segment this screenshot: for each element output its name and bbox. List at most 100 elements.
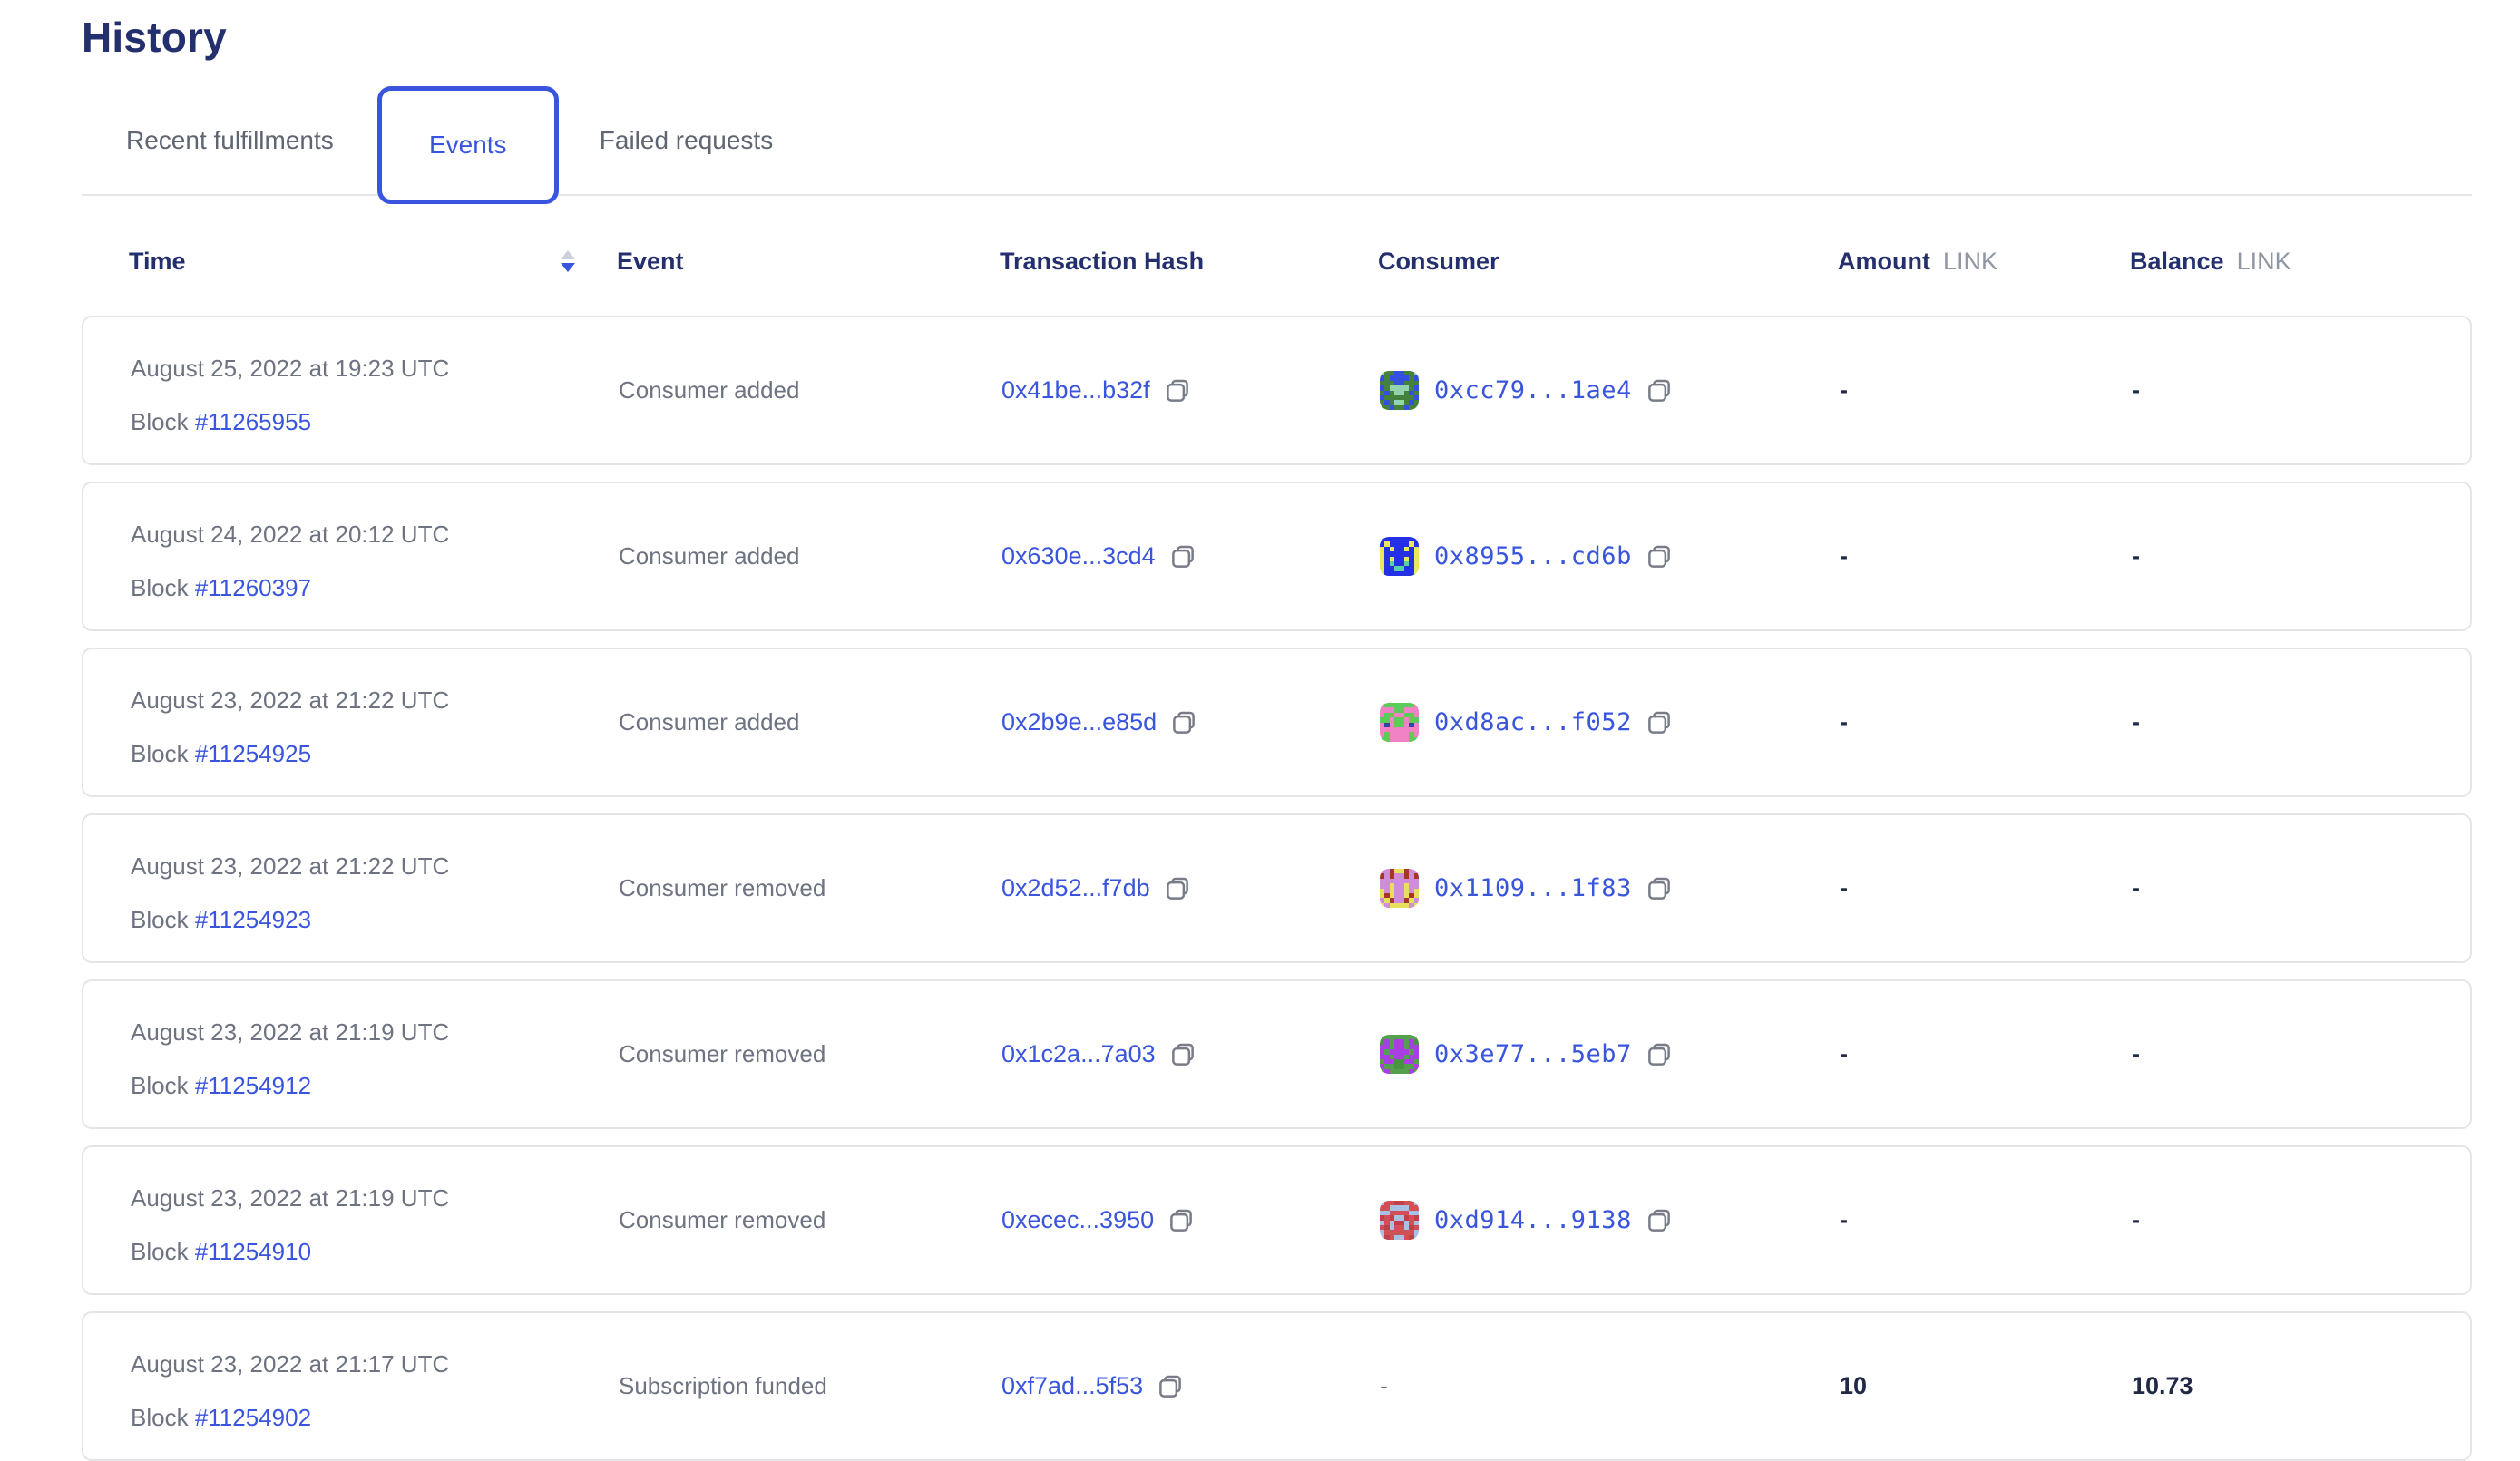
sort-descending-icon[interactable]: [561, 250, 575, 272]
copy-transaction-hash-button[interactable]: [1157, 1373, 1184, 1400]
copy-transaction-hash-button[interactable]: [1169, 1041, 1197, 1068]
consumer-cell: -: [1380, 1372, 1840, 1400]
block-label: Block: [131, 740, 189, 767]
transaction-hash-cell: 0x630e...3cd4: [1001, 542, 1380, 570]
event-timestamp: August 23, 2022 at 21:22 UTC: [131, 687, 450, 714]
transaction-hash-link[interactable]: 0x1c2a...7a03: [1001, 1040, 1156, 1067]
consumer-cell: 0xcc79...1ae4: [1380, 371, 1840, 410]
event-timestamp: August 23, 2022 at 21:19 UTC: [131, 1184, 450, 1212]
col-header-time-label: Time: [129, 247, 186, 275]
tab-failed-requests[interactable]: Failed requests: [599, 126, 774, 154]
block-label: Block: [131, 574, 189, 601]
tab-events-active-box[interactable]: Events: [376, 86, 559, 204]
table-row: August 23, 2022 at 21:19 UTC Block #1125…: [82, 979, 2472, 1129]
transaction-hash-cell: 0x2b9e...e85d: [1001, 708, 1380, 736]
transaction-hash-link[interactable]: 0xecec...3950: [1001, 1206, 1155, 1233]
time-cell: August 23, 2022 at 21:22 UTC Block #1125…: [131, 815, 619, 934]
table-row: August 25, 2022 at 19:23 UTC Block #1126…: [82, 316, 2472, 465]
block-label: Block: [131, 906, 189, 933]
block-line: Block #11254912: [131, 1072, 619, 1100]
copy-transaction-hash-button[interactable]: [1170, 709, 1197, 736]
copy-icon: [1647, 379, 1670, 402]
transaction-hash-link[interactable]: 0x41be...b32f: [1001, 376, 1150, 404]
transaction-hash-cell: 0x2d52...f7db: [1001, 874, 1380, 902]
consumer-identicon: [1380, 1201, 1419, 1240]
consumer-address-link[interactable]: -: [1380, 1372, 1389, 1399]
transaction-hash-cell: 0xecec...3950: [1001, 1206, 1380, 1234]
col-header-balance: Balance LINK: [2130, 248, 2472, 276]
consumer-address-link[interactable]: 0xcc79...1ae4: [1434, 376, 1632, 404]
transaction-hash-link[interactable]: 0xf7ad...5f53: [1001, 1372, 1144, 1399]
col-header-amount-unit: LINK: [1942, 247, 1998, 275]
table-row: August 23, 2022 at 21:22 UTC Block #1125…: [82, 813, 2472, 963]
balance-value: -: [2132, 708, 2140, 735]
balance-value: 10.73: [2132, 1372, 2193, 1399]
copy-transaction-hash-button[interactable]: [1164, 377, 1191, 404]
block-number-link[interactable]: #11254902: [194, 1404, 312, 1431]
event-type: Consumer removed: [619, 1206, 826, 1233]
tab-recent-fulfillments[interactable]: Recent fulfillments: [126, 126, 334, 154]
consumer-address-link[interactable]: 0x3e77...5eb7: [1434, 1040, 1632, 1068]
consumer-identicon: [1380, 869, 1419, 908]
transaction-hash-link[interactable]: 0x630e...3cd4: [1001, 542, 1156, 570]
copy-transaction-hash-button[interactable]: [1167, 1207, 1195, 1234]
copy-icon: [1171, 545, 1194, 568]
time-cell: August 23, 2022 at 21:22 UTC Block #1125…: [131, 649, 619, 768]
block-line: Block #11265955: [131, 408, 619, 436]
event-type: Consumer added: [619, 542, 800, 570]
consumer-identicon: [1380, 703, 1419, 742]
table-row: August 23, 2022 at 21:17 UTC Block #1125…: [82, 1311, 2472, 1461]
table-row: August 24, 2022 at 20:12 UTC Block #1126…: [82, 482, 2472, 631]
copy-icon: [1166, 379, 1188, 402]
copy-consumer-address-button[interactable]: [1646, 543, 1673, 570]
block-number-link[interactable]: #11254923: [194, 906, 312, 933]
col-header-balance-unit: LINK: [2236, 247, 2291, 275]
event-type: Consumer removed: [619, 874, 826, 901]
block-number-link[interactable]: #11254910: [194, 1238, 312, 1265]
block-number-link[interactable]: #11260397: [194, 574, 312, 601]
table-row: August 23, 2022 at 21:22 UTC Block #1125…: [82, 648, 2472, 797]
consumer-address-link[interactable]: 0xd914...9138: [1434, 1206, 1632, 1234]
copy-consumer-address-button[interactable]: [1646, 1207, 1673, 1234]
copy-consumer-address-button[interactable]: [1646, 377, 1673, 404]
consumer-cell: 0xd914...9138: [1380, 1201, 1840, 1240]
copy-icon: [1647, 711, 1670, 734]
copy-icon: [1166, 877, 1188, 900]
consumer-cell: 0x8955...cd6b: [1380, 537, 1840, 576]
col-header-time[interactable]: Time: [129, 248, 617, 276]
block-label: Block: [131, 1072, 189, 1099]
amount-value: 10: [1840, 1372, 1868, 1399]
time-cell: August 23, 2022 at 21:19 UTC Block #1125…: [131, 1147, 619, 1266]
copy-consumer-address-button[interactable]: [1646, 1041, 1673, 1068]
copy-transaction-hash-button[interactable]: [1164, 875, 1191, 902]
transaction-hash-link[interactable]: 0x2d52...f7db: [1001, 874, 1150, 901]
copy-icon: [1170, 1209, 1192, 1232]
copy-icon: [1647, 545, 1670, 568]
copy-consumer-address-button[interactable]: [1646, 709, 1673, 736]
block-line: Block #11254902: [131, 1404, 619, 1432]
balance-value: -: [2132, 542, 2140, 570]
block-line: Block #11254925: [131, 740, 619, 768]
consumer-address-link[interactable]: 0xd8ac...f052: [1434, 708, 1632, 736]
tab-events[interactable]: Events: [428, 131, 507, 159]
block-label: Block: [131, 1238, 189, 1265]
block-number-link[interactable]: #11254925: [194, 740, 312, 767]
copy-consumer-address-button[interactable]: [1646, 875, 1673, 902]
amount-value: -: [1840, 1206, 1848, 1233]
transaction-hash-link[interactable]: 0x2b9e...e85d: [1001, 708, 1157, 735]
page-title: History: [82, 14, 227, 61]
block-label: Block: [131, 408, 189, 435]
event-timestamp: August 24, 2022 at 20:12 UTC: [131, 521, 450, 548]
block-number-link[interactable]: #11254912: [194, 1072, 312, 1099]
col-header-event: Event: [617, 247, 684, 275]
consumer-address-link[interactable]: 0x1109...1f83: [1434, 874, 1632, 902]
sort-up-arrow-icon: [561, 250, 575, 259]
amount-value: -: [1840, 376, 1848, 404]
event-timestamp: August 23, 2022 at 21:19 UTC: [131, 1018, 450, 1046]
consumer-address-link[interactable]: 0x8955...cd6b: [1434, 542, 1632, 570]
copy-transaction-hash-button[interactable]: [1169, 543, 1197, 570]
copy-icon: [1647, 1043, 1670, 1066]
block-number-link[interactable]: #11265955: [194, 408, 312, 435]
balance-value: -: [2132, 1040, 2140, 1067]
event-type: Consumer added: [619, 708, 800, 735]
